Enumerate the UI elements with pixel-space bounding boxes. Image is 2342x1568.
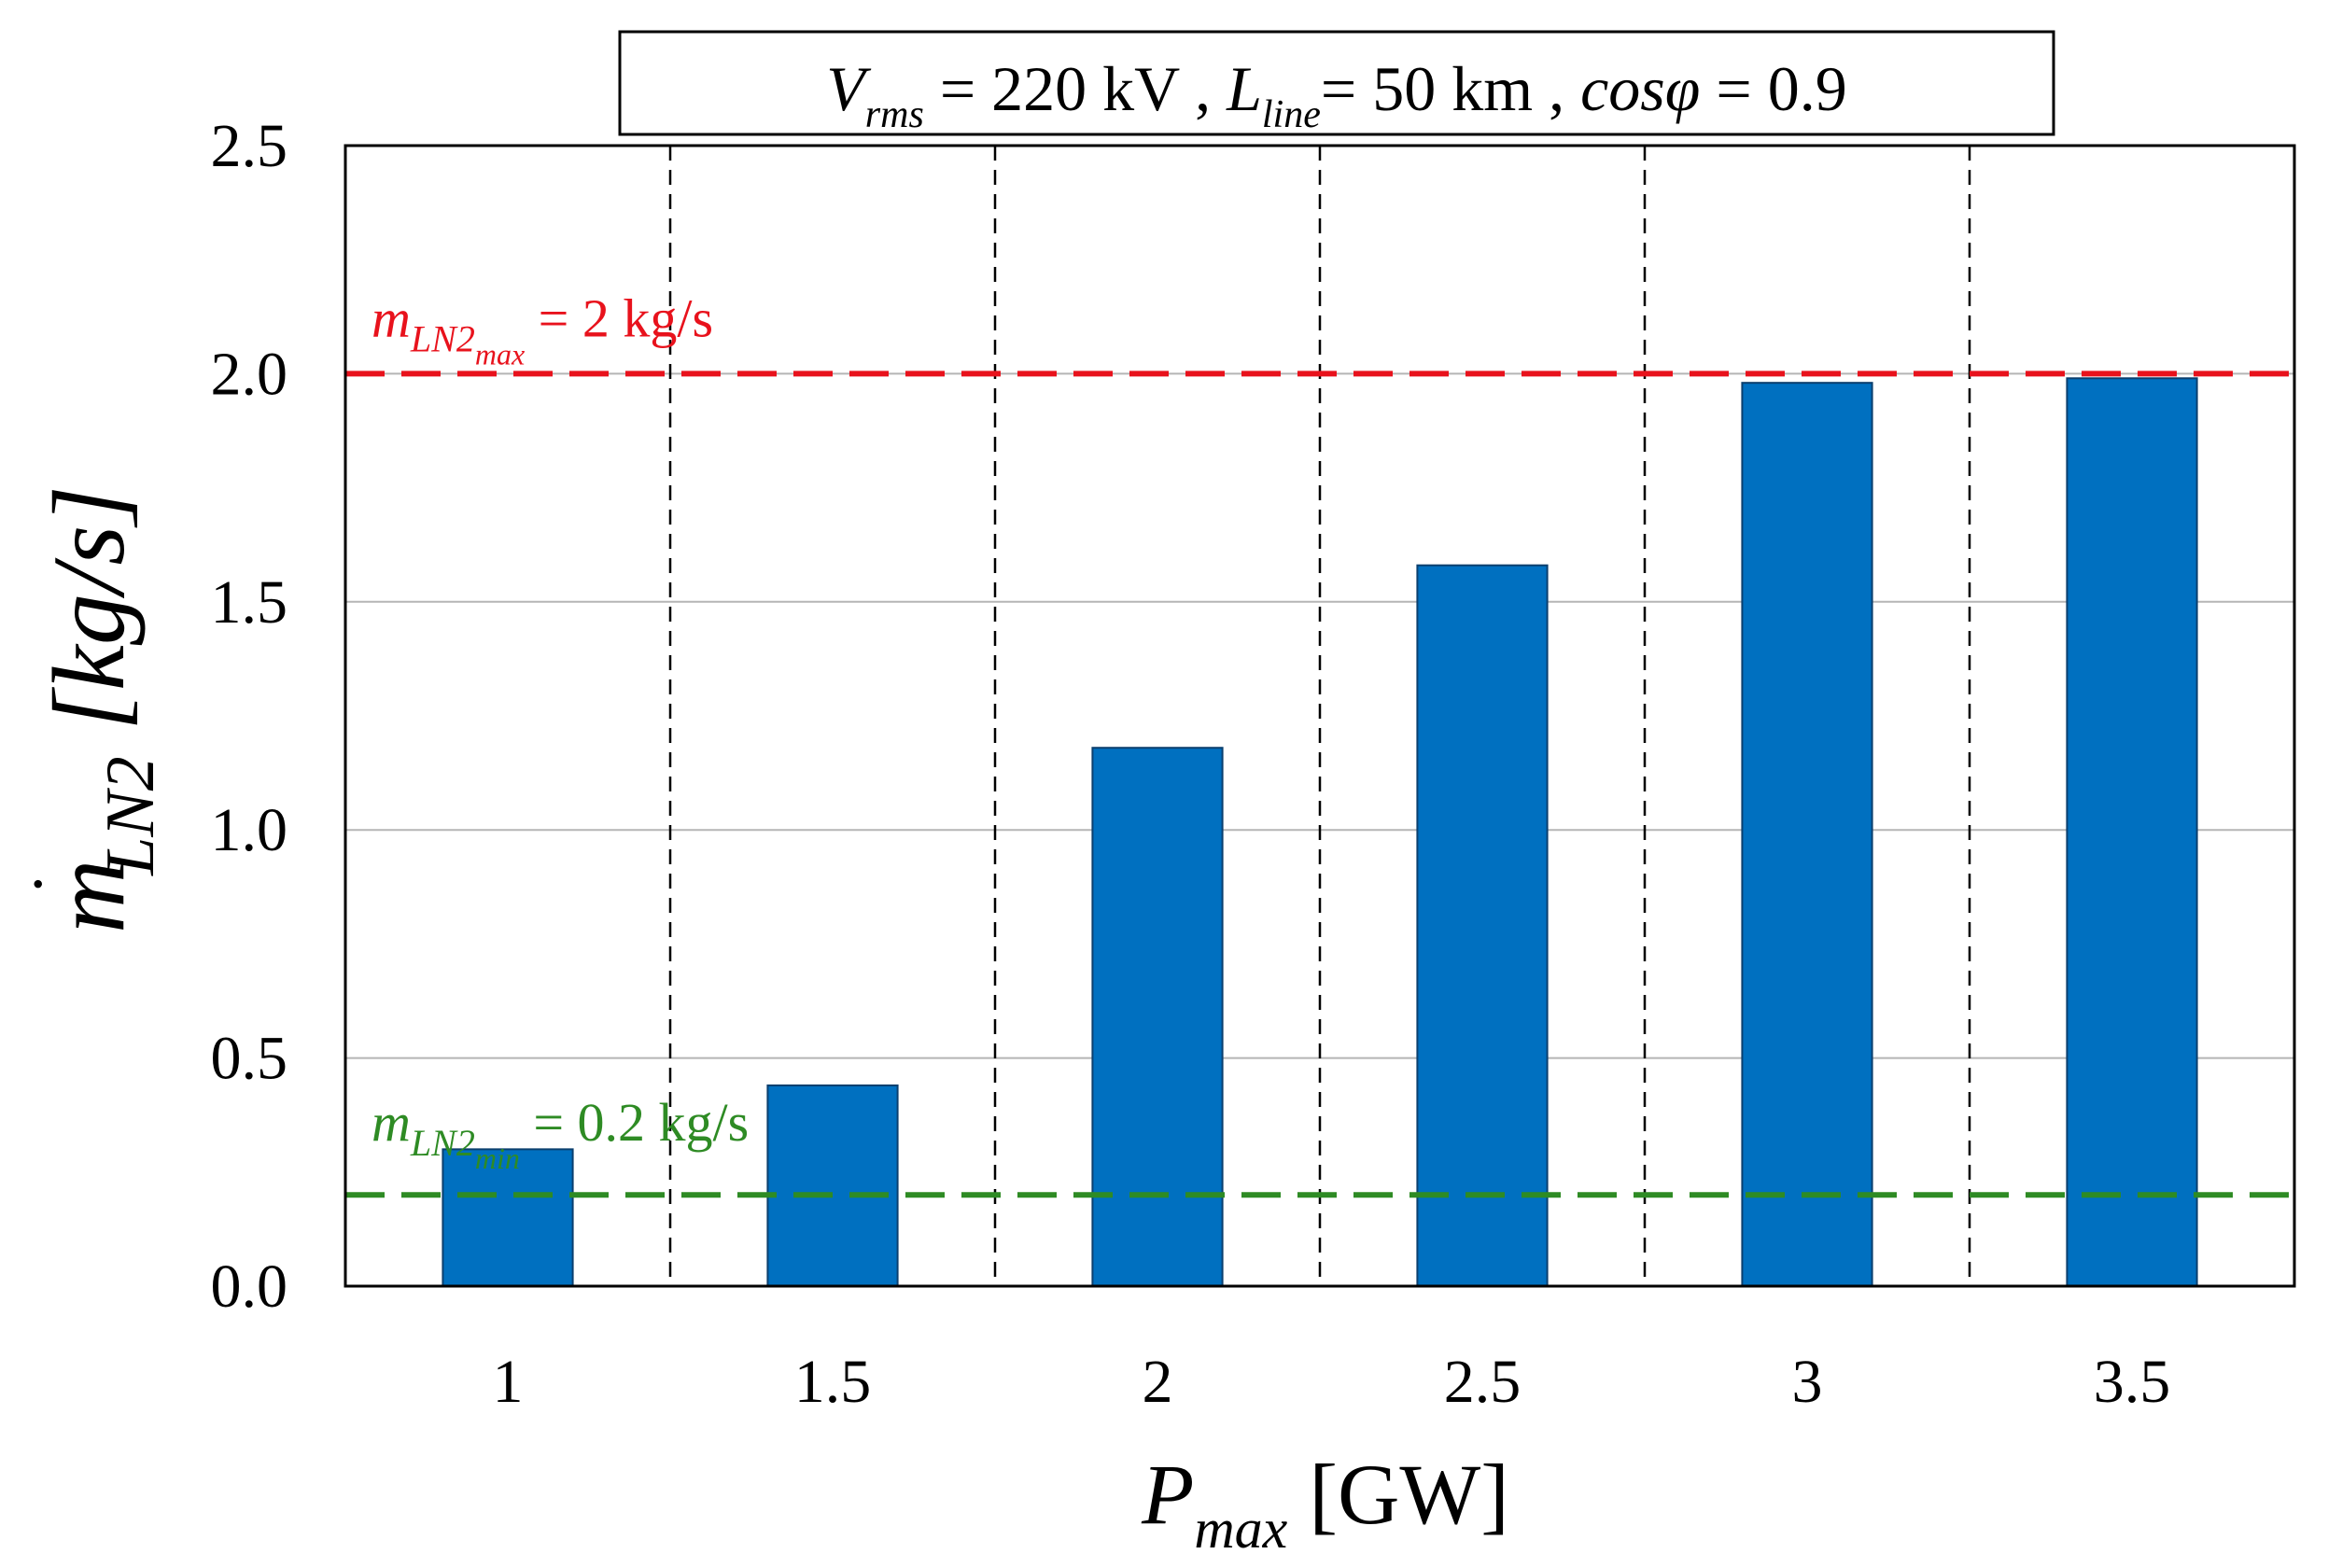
bar	[1091, 747, 1224, 1287]
reference-lines	[345, 371, 2294, 1198]
bar	[2066, 377, 2198, 1287]
min-label-symbol: m	[372, 1092, 411, 1153]
title-cos-symbol: cosφ	[1580, 53, 1700, 124]
x-label-symbol: P	[1141, 1447, 1194, 1542]
y-tick-label: 1.0	[211, 796, 288, 864]
x-tick-label: 2	[1143, 1348, 1173, 1416]
title-l-subscript: line	[1262, 93, 1321, 136]
x-tick-label: 3.5	[2094, 1348, 2171, 1416]
title-cos-value: = 0.9	[1700, 53, 1846, 124]
min-label-subscript: LN2	[410, 1122, 475, 1164]
plot-frame	[344, 144, 2296, 1288]
y-label-unit: [kg/s]	[32, 485, 146, 756]
category-separators	[668, 146, 1971, 1286]
y-tick-label: 0.0	[211, 1253, 288, 1321]
x-tick-label: 1.5	[794, 1348, 872, 1416]
max-label-subscript-2: max	[475, 337, 525, 371]
x-tick-label: 2.5	[1444, 1348, 1522, 1416]
title-sep-1: ,	[1179, 53, 1227, 124]
bar	[1741, 382, 1873, 1287]
max-label-value: = 2 kg/s	[525, 287, 713, 348]
title-l-value: = 50 km	[1321, 53, 1533, 124]
x-tick-labels: 1 1.5 2 2.5 3 3.5	[493, 1348, 2171, 1416]
title-box: Vrms = 220 kV , Lline= 50 km , cosφ = 0.…	[618, 30, 2055, 136]
x-label-unit: [GW]	[1287, 1447, 1509, 1542]
y-tick-label: 1.5	[211, 568, 288, 637]
y-tick-label: 0.5	[211, 1025, 288, 1093]
bar	[1416, 564, 1549, 1287]
min-label-value: = 0.2 kg/s	[520, 1092, 749, 1153]
x-tick-label: 3	[1792, 1348, 1823, 1416]
title-v-value: = 220 kV	[924, 53, 1180, 124]
y-axis-label: m˙LN2 [kg/s]	[19, 485, 169, 933]
title-v-subscript: rms	[865, 93, 924, 136]
max-label-symbol: m	[372, 287, 411, 348]
min-label-subscript-2: min	[475, 1141, 520, 1175]
svg-text:Vrms = 220 kV , Lline= 50 km: Vrms = 220 kV , Lline= 50 km , cosφ = 0.…	[826, 53, 1847, 136]
y-tick-label: 2.5	[211, 112, 288, 180]
title-l-symbol: L	[1226, 53, 1262, 124]
max-line-label: mLN2max = 2 kg/s	[372, 287, 713, 371]
x-axis-label: Pmax [GW]	[1141, 1447, 1509, 1560]
title-v-symbol: V	[826, 53, 872, 124]
y-label-subscript: LN2	[92, 756, 169, 876]
title-sep-2: ,	[1533, 53, 1580, 124]
y-label-dot: ˙	[19, 872, 101, 897]
x-label-subscript: max	[1194, 1498, 1287, 1560]
y-tick-label: 2.0	[211, 340, 288, 408]
x-tick-label: 1	[493, 1348, 524, 1416]
bar	[766, 1084, 899, 1287]
y-label-symbol: m	[32, 860, 146, 933]
bar	[442, 1148, 574, 1287]
max-label-subscript: LN2	[410, 317, 475, 359]
y-tick-labels: 0.0 0.5 1.0 1.5 2.0 2.5	[211, 112, 288, 1321]
min-line-label: mLN2min = 0.2 kg/s	[372, 1092, 749, 1175]
